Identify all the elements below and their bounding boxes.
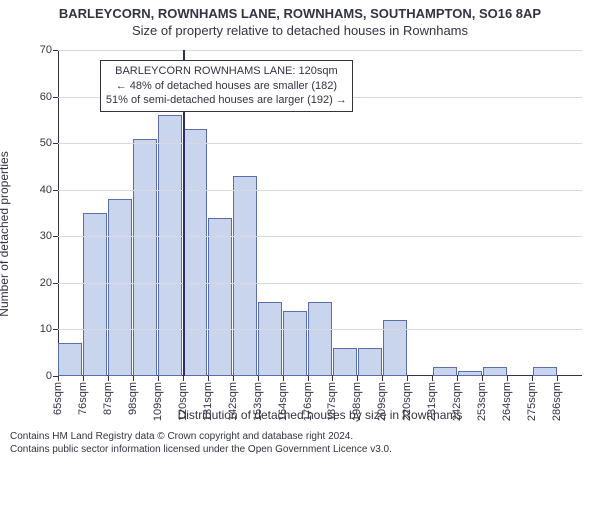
chart-subtitle: Size of property relative to detached ho… [0, 23, 600, 38]
annotation-box: BARLEYCORN ROWNHAMS LANE: 120sqm ← 48% o… [100, 60, 353, 113]
x-tick-mark [258, 376, 259, 381]
annotation-line3: 51% of semi-detached houses are larger (… [106, 93, 347, 108]
histogram-bar [208, 218, 232, 376]
bar-slot [457, 50, 482, 376]
x-tick-mark [357, 376, 358, 381]
x-tick-mark [58, 376, 59, 381]
chart-title-address: BARLEYCORN, ROWNHAMS LANE, ROWNHAMS, SOU… [0, 6, 600, 21]
gridline [58, 283, 582, 284]
y-tick-label: 60 [40, 91, 52, 103]
bar-slot [58, 50, 83, 376]
y-tick-label: 70 [40, 44, 52, 56]
histogram-bar [133, 139, 157, 377]
annotation-line1: BARLEYCORN ROWNHAMS LANE: 120sqm [106, 64, 347, 79]
x-tick-mark [482, 376, 483, 381]
x-tick-mark [83, 376, 84, 381]
x-tick-mark [432, 376, 433, 381]
y-tick-mark [53, 143, 58, 144]
x-tick-mark [532, 376, 533, 381]
bar-slot [482, 50, 507, 376]
footer-line1: Contains HM Land Registry data © Crown c… [10, 430, 590, 443]
x-tick-mark [158, 376, 159, 381]
y-axis-label: Number of detached properties [0, 151, 11, 316]
histogram-bar [333, 348, 357, 376]
x-axis-label: Distribution of detached houses by size … [58, 408, 582, 422]
histogram-bar [258, 302, 282, 377]
x-tick-mark [283, 376, 284, 381]
y-tick-label: 40 [40, 184, 52, 196]
histogram-bar [308, 302, 332, 377]
x-tick-mark [457, 376, 458, 381]
bar-slot [532, 50, 557, 376]
gridline [58, 143, 582, 144]
histogram-bar [433, 367, 457, 376]
histogram-bar [183, 129, 207, 376]
y-tick-mark [53, 97, 58, 98]
chart-container: Number of detached properties BARLEYCORN… [10, 44, 590, 424]
x-tick-mark [507, 376, 508, 381]
y-tick-mark [53, 50, 58, 51]
x-tick-mark [208, 376, 209, 381]
x-tick-mark [382, 376, 383, 381]
gridline [58, 50, 582, 51]
gridline [58, 190, 582, 191]
histogram-bar [83, 213, 107, 376]
histogram-bar [58, 343, 82, 376]
y-tick-mark [53, 190, 58, 191]
histogram-bar [283, 311, 307, 376]
y-tick-mark [53, 236, 58, 237]
histogram-bar [483, 367, 507, 376]
x-tick-mark [183, 376, 184, 381]
y-tick-label: 10 [40, 323, 52, 335]
x-tick-mark [557, 376, 558, 381]
histogram-bar [158, 115, 182, 376]
histogram-bar [233, 176, 257, 376]
gridline [58, 236, 582, 237]
x-tick-mark [308, 376, 309, 381]
histogram-bar [458, 371, 482, 376]
bar-slot [432, 50, 457, 376]
annotation-line2: ← 48% of detached houses are smaller (18… [106, 79, 347, 94]
bar-slot [407, 50, 432, 376]
gridline [58, 329, 582, 330]
footer-line2: Contains public sector information licen… [10, 443, 590, 456]
footer-attribution: Contains HM Land Registry data © Crown c… [10, 430, 590, 456]
y-tick-mark [53, 283, 58, 284]
y-tick-label: 30 [40, 230, 52, 242]
x-tick-mark [133, 376, 134, 381]
histogram-bar [533, 367, 557, 376]
y-tick-label: 50 [40, 137, 52, 149]
histogram-bar [108, 199, 132, 376]
plot-area: BARLEYCORN ROWNHAMS LANE: 120sqm ← 48% o… [58, 50, 582, 376]
histogram-bar [358, 348, 382, 376]
x-tick-mark [332, 376, 333, 381]
bar-slot [557, 50, 582, 376]
x-tick-mark [108, 376, 109, 381]
y-tick-label: 0 [46, 370, 52, 382]
bar-slot [507, 50, 532, 376]
y-tick-label: 20 [40, 277, 52, 289]
bar-slot [382, 50, 407, 376]
y-tick-mark [53, 329, 58, 330]
x-tick-mark [407, 376, 408, 381]
bar-slot [357, 50, 382, 376]
x-tick-mark [233, 376, 234, 381]
